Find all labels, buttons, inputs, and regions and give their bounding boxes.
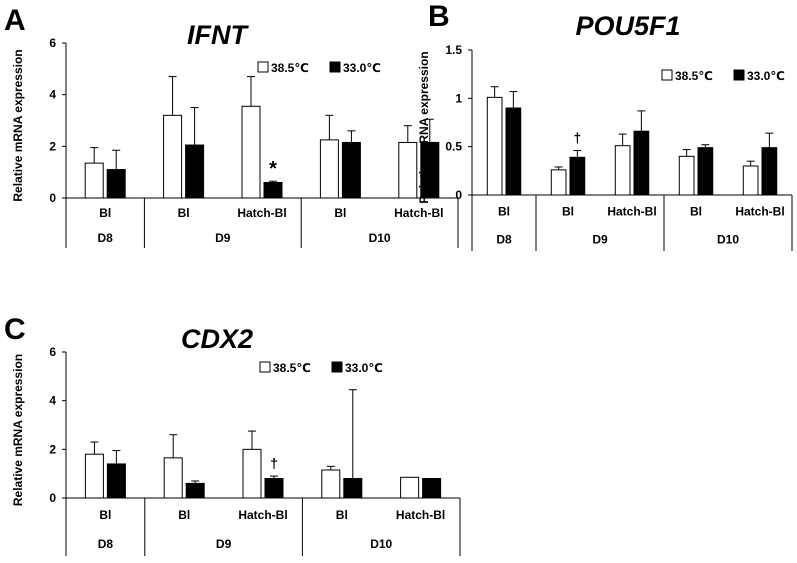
panel-letter: A xyxy=(4,4,26,37)
bar-series-b xyxy=(263,182,283,199)
group-label: D10 xyxy=(369,231,391,245)
bar-series-b xyxy=(422,478,442,499)
y-tick-label: 4 xyxy=(49,394,56,408)
significance-mark: † xyxy=(270,455,278,471)
x-category-label: Bl xyxy=(336,508,348,522)
chart-title: IFNT xyxy=(187,20,249,50)
y-tick-label: 4 xyxy=(49,88,56,102)
legend-label-38-5: 38.5℃ xyxy=(271,61,309,75)
bar-series-b xyxy=(697,147,714,196)
bar-series-a xyxy=(242,448,262,499)
legend-swatch-38-5 xyxy=(259,361,271,373)
y-tick-label: 0.5 xyxy=(445,140,462,154)
x-category-label: Hatch-Bl xyxy=(396,508,445,522)
legend: 38.5℃ 33.0℃ xyxy=(661,69,785,83)
bar-series-a xyxy=(398,141,418,199)
x-category-label: Hatch-Bl xyxy=(238,508,287,522)
legend-swatch-33-0 xyxy=(331,361,343,373)
y-tick-label: 1 xyxy=(455,91,462,105)
x-category-label: Bl xyxy=(178,206,190,220)
bar-series-b xyxy=(185,144,205,199)
x-category-label: Bl xyxy=(562,204,574,218)
group-label: D10 xyxy=(717,232,739,246)
bar-series-a xyxy=(678,155,695,196)
x-category-label: Bl xyxy=(178,508,190,522)
legend-label-38-5: 38.5℃ xyxy=(675,69,713,83)
x-category-label: Bl xyxy=(690,204,702,218)
y-tick-label: 6 xyxy=(49,345,56,359)
legend-swatch-38-5 xyxy=(257,61,269,73)
bar-series-a xyxy=(742,165,759,196)
y-tick-label: 6 xyxy=(49,36,56,50)
group-label: D9 xyxy=(216,537,232,551)
x-category-label: Hatch-Bl xyxy=(394,206,443,220)
bar-series-a xyxy=(163,457,183,499)
legend-label-38-5: 38.5℃ xyxy=(273,361,311,375)
bar-series-b xyxy=(505,107,522,196)
bar-series-a xyxy=(84,162,104,199)
bar-series-a xyxy=(400,476,420,499)
group-label: D9 xyxy=(592,232,608,246)
y-axis-label: Relative mRNA expression xyxy=(417,51,431,203)
bar-series-b xyxy=(761,147,778,196)
y-tick-label: 2 xyxy=(49,139,56,153)
bar-series-b xyxy=(569,156,586,196)
bar-series-a xyxy=(319,139,339,199)
x-category-label: Bl xyxy=(498,204,510,218)
group-label: D9 xyxy=(215,231,231,245)
bar-series-a xyxy=(550,169,567,196)
y-tick-label: 0 xyxy=(49,191,56,205)
legend-swatch-38-5 xyxy=(661,69,673,81)
panel-letter: B xyxy=(428,0,450,33)
bar-series-b xyxy=(341,141,361,199)
panel-a: A IFNT Relative mRNA expression 0 2 4 6 * Bl Bl Ha… xyxy=(4,4,459,248)
bar-series-b xyxy=(264,478,284,499)
bar-series-a xyxy=(163,114,183,199)
panel-letter: C xyxy=(4,313,26,346)
significance-mark: † xyxy=(573,130,581,146)
x-category-label: Hatch-Bl xyxy=(237,206,286,220)
bar-series-a xyxy=(486,96,503,196)
legend-swatch-33-0 xyxy=(733,69,745,81)
legend: 38.5℃ 33.0℃ xyxy=(257,61,381,75)
x-category-label: Bl xyxy=(99,206,111,220)
bar-series-b xyxy=(106,463,126,499)
bar-series-b xyxy=(343,478,363,499)
bar-series-b xyxy=(185,482,205,499)
bar-series-b xyxy=(106,169,126,199)
group-label: D10 xyxy=(370,537,392,551)
bar-series-a xyxy=(241,105,261,199)
bar-series-b xyxy=(633,130,650,196)
legend-label-33-0: 33.0℃ xyxy=(345,361,383,375)
group-label: D8 xyxy=(98,537,114,551)
panel-c: C CDX2 Relative mRNA expression 0 2 4 6 † Bl Bl Ha… xyxy=(4,313,461,556)
x-category-label: Hatch-Bl xyxy=(735,204,784,218)
y-tick-label: 0 xyxy=(455,188,462,202)
group-label: D8 xyxy=(98,231,114,245)
y-axis-label: Relative mRNA expression xyxy=(11,49,25,201)
y-tick-label: 0 xyxy=(49,491,56,505)
bar-series-a xyxy=(321,469,341,499)
y-axis-label: Relative mRNA expression xyxy=(11,354,25,506)
legend-label-33-0: 33.0℃ xyxy=(343,61,381,75)
bar-series-a xyxy=(614,145,631,196)
y-tick-label: 1.5 xyxy=(445,43,462,57)
x-category-label: Bl xyxy=(334,206,346,220)
significance-mark: * xyxy=(269,158,277,180)
x-category-label: Hatch-Bl xyxy=(607,204,656,218)
panel-b: B POU5F1 Relative mRNA expression 0 0.5 1 1.5 †… xyxy=(417,0,793,251)
bar-series-a xyxy=(84,453,104,499)
x-category-label: Bl xyxy=(99,508,111,522)
y-tick-label: 2 xyxy=(49,442,56,456)
chart-title: CDX2 xyxy=(181,324,253,354)
group-label: D8 xyxy=(496,232,512,246)
chart-title: POU5F1 xyxy=(575,11,680,41)
legend-swatch-33-0 xyxy=(329,61,341,73)
legend: 38.5℃ 33.0℃ xyxy=(259,361,383,375)
legend-label-33-0: 33.0℃ xyxy=(747,69,785,83)
